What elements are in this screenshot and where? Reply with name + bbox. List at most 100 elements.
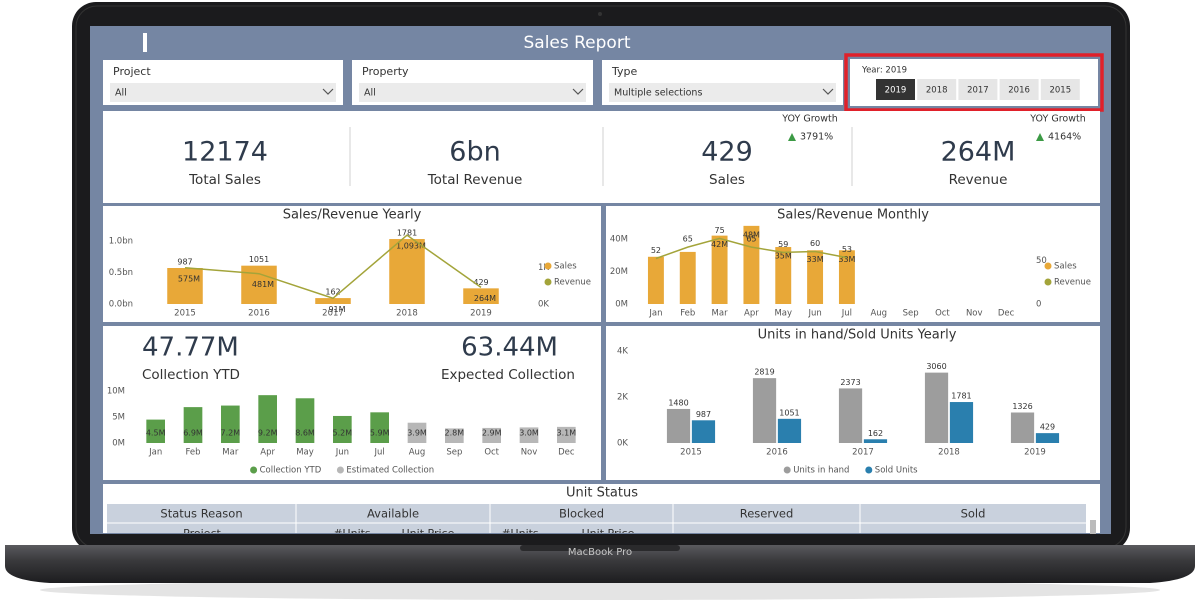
kpi-label: Revenue: [949, 172, 1008, 188]
x-tick-label: Jul: [841, 309, 852, 319]
data-label: 8.6M: [295, 429, 315, 438]
data-label: 162: [325, 288, 340, 297]
bar: [370, 412, 389, 443]
laptop-base: [5, 545, 1195, 583]
camera: [598, 12, 602, 16]
filter-label: Property: [362, 65, 409, 78]
line-label: 53: [842, 245, 852, 254]
bar: [1035, 433, 1060, 443]
column-header: Available: [367, 507, 419, 521]
data-label: 3.9M: [407, 429, 427, 438]
dropdown[interactable]: [609, 83, 836, 102]
filter-label: Project: [113, 65, 151, 78]
dropdown[interactable]: [359, 83, 586, 102]
x-tick-label: Nov: [966, 309, 983, 319]
legend-swatch: [865, 466, 873, 474]
subcolumn-header: #Units: [333, 527, 371, 540]
year-button[interactable]: [958, 79, 998, 100]
line: [184, 234, 482, 300]
growth-arrow: [1036, 133, 1044, 141]
collection-label: Expected Collection: [441, 367, 575, 383]
dashboard: Project All Property All Type Multiple select…: [103, 59, 1100, 540]
subcolumn-header: Project: [183, 527, 221, 540]
x-tick-label: 2018: [938, 448, 960, 458]
dropdown-chevron: [822, 88, 834, 95]
y-tick-label: 0.5bn: [109, 268, 133, 278]
chart-title: Sales/Revenue Monthly: [777, 208, 929, 223]
bar: [777, 418, 802, 443]
data-label: 2373: [840, 378, 860, 387]
line-label: 75: [714, 226, 724, 235]
bar: [679, 251, 696, 304]
bar: [838, 250, 855, 304]
x-tick-label: Dec: [998, 309, 1015, 319]
line-label: 52: [651, 246, 661, 255]
data-label: 5.9M: [370, 429, 390, 438]
dropdown-value: All: [364, 88, 376, 99]
bar: [838, 388, 863, 443]
dropdown[interactable]: [110, 83, 336, 102]
bar: [666, 408, 691, 443]
y2-tick-label: 0K: [538, 300, 549, 310]
data-label: 162: [868, 429, 883, 438]
kpi-label: Total Sales: [188, 172, 261, 188]
bar: [482, 427, 501, 443]
chart-title: Sales/Revenue Yearly: [283, 208, 422, 223]
line-label: 65: [746, 235, 756, 244]
kpi-value: 12174: [182, 137, 268, 168]
kpi-value: 429: [701, 137, 753, 168]
subcolumn-header: #Units: [501, 527, 539, 540]
x-tick-label: Jan: [648, 309, 662, 319]
x-tick-label: Dec: [558, 448, 575, 458]
x-tick-label: May: [296, 448, 314, 458]
dropdown-value: Multiple selections: [614, 88, 702, 99]
x-tick-label: 2019: [1024, 448, 1046, 458]
line-label: 59: [778, 240, 788, 249]
legend-swatch: [336, 466, 344, 474]
x-tick-label: Jun: [335, 448, 349, 458]
bar: [146, 419, 165, 443]
year-button[interactable]: [876, 79, 915, 100]
x-tick-label: Aug: [409, 448, 426, 458]
x-tick-label: 2017: [322, 309, 344, 319]
bar: [463, 288, 499, 304]
y-tick-label: 1.0bn: [109, 237, 133, 247]
x-tick-label: 2015: [680, 448, 702, 458]
year-button[interactable]: [1040, 79, 1080, 100]
growth-label: YOY Growth: [1029, 114, 1085, 125]
menu-icon[interactable]: [143, 33, 147, 52]
growth-label: YOY Growth: [781, 114, 837, 125]
bar: [1010, 412, 1035, 443]
bar: [407, 422, 427, 443]
y-tick-label: 10M: [107, 387, 125, 397]
year-button-label: 2019: [885, 86, 907, 96]
dropdown-chevron: [322, 88, 334, 95]
bar: [807, 250, 824, 304]
y-tick-label: 5M: [112, 413, 125, 423]
bar: [519, 427, 539, 443]
x-tick-label: Oct: [484, 448, 499, 458]
line-label: 1,093M: [396, 242, 426, 251]
legend-swatch: [544, 278, 552, 286]
kpi-value: 6bn: [449, 137, 500, 168]
line: [655, 237, 848, 260]
y-tick-label: 0M: [615, 300, 628, 310]
slicer-label: Year: 2019: [861, 66, 907, 76]
year-button[interactable]: [999, 79, 1039, 100]
bar: [445, 428, 464, 443]
bar: [775, 247, 792, 304]
x-tick-label: Jul: [374, 448, 385, 458]
collection-label: Collection YTD: [142, 367, 240, 383]
data-label: 2.8M: [445, 429, 465, 438]
panel: [103, 326, 601, 480]
scrollbar[interactable]: [1090, 520, 1096, 534]
year-button[interactable]: [917, 79, 957, 100]
y2-tick-label: 50: [1036, 256, 1047, 266]
data-label: 3.0M: [519, 429, 539, 438]
data-label: 6.9M: [183, 429, 203, 438]
x-tick-label: Nov: [521, 448, 538, 458]
bar: [315, 298, 351, 304]
highlight-box: [844, 53, 1104, 112]
kpi-card: [103, 111, 1100, 203]
year-button-label: 2017: [967, 86, 989, 96]
